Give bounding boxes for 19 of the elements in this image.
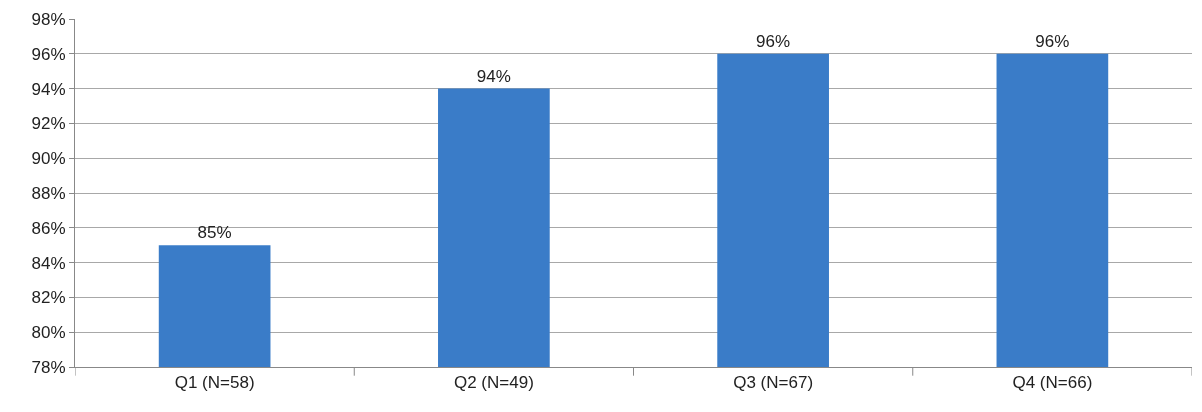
x-tick-label: Q2 (N=49) (453, 373, 534, 393)
y-tick-label: 78% (31, 357, 66, 377)
y-tick-label: 98% (31, 9, 66, 29)
x-tick-label: Q1 (N=58) (174, 373, 255, 393)
y-tick-label: 96% (31, 44, 66, 64)
data-label: 94% (476, 66, 511, 86)
data-label: 85% (197, 223, 232, 243)
y-tick-label: 80% (31, 323, 66, 343)
y-tick-label: 84% (31, 253, 66, 273)
x-tick-label: Q3 (N=67) (733, 373, 814, 393)
y-tick-label: 86% (31, 218, 66, 238)
y-tick-label: 94% (31, 79, 66, 99)
y-tick-label: 82% (31, 288, 66, 308)
y-tick-label: 90% (31, 149, 66, 169)
data-label: 96% (1035, 31, 1070, 51)
x-tick-label: Q4 (N=66) (1012, 373, 1093, 393)
y-tick-label: 88% (31, 183, 66, 203)
data-label: 96% (756, 31, 791, 51)
y-tick-label: 92% (31, 114, 66, 134)
